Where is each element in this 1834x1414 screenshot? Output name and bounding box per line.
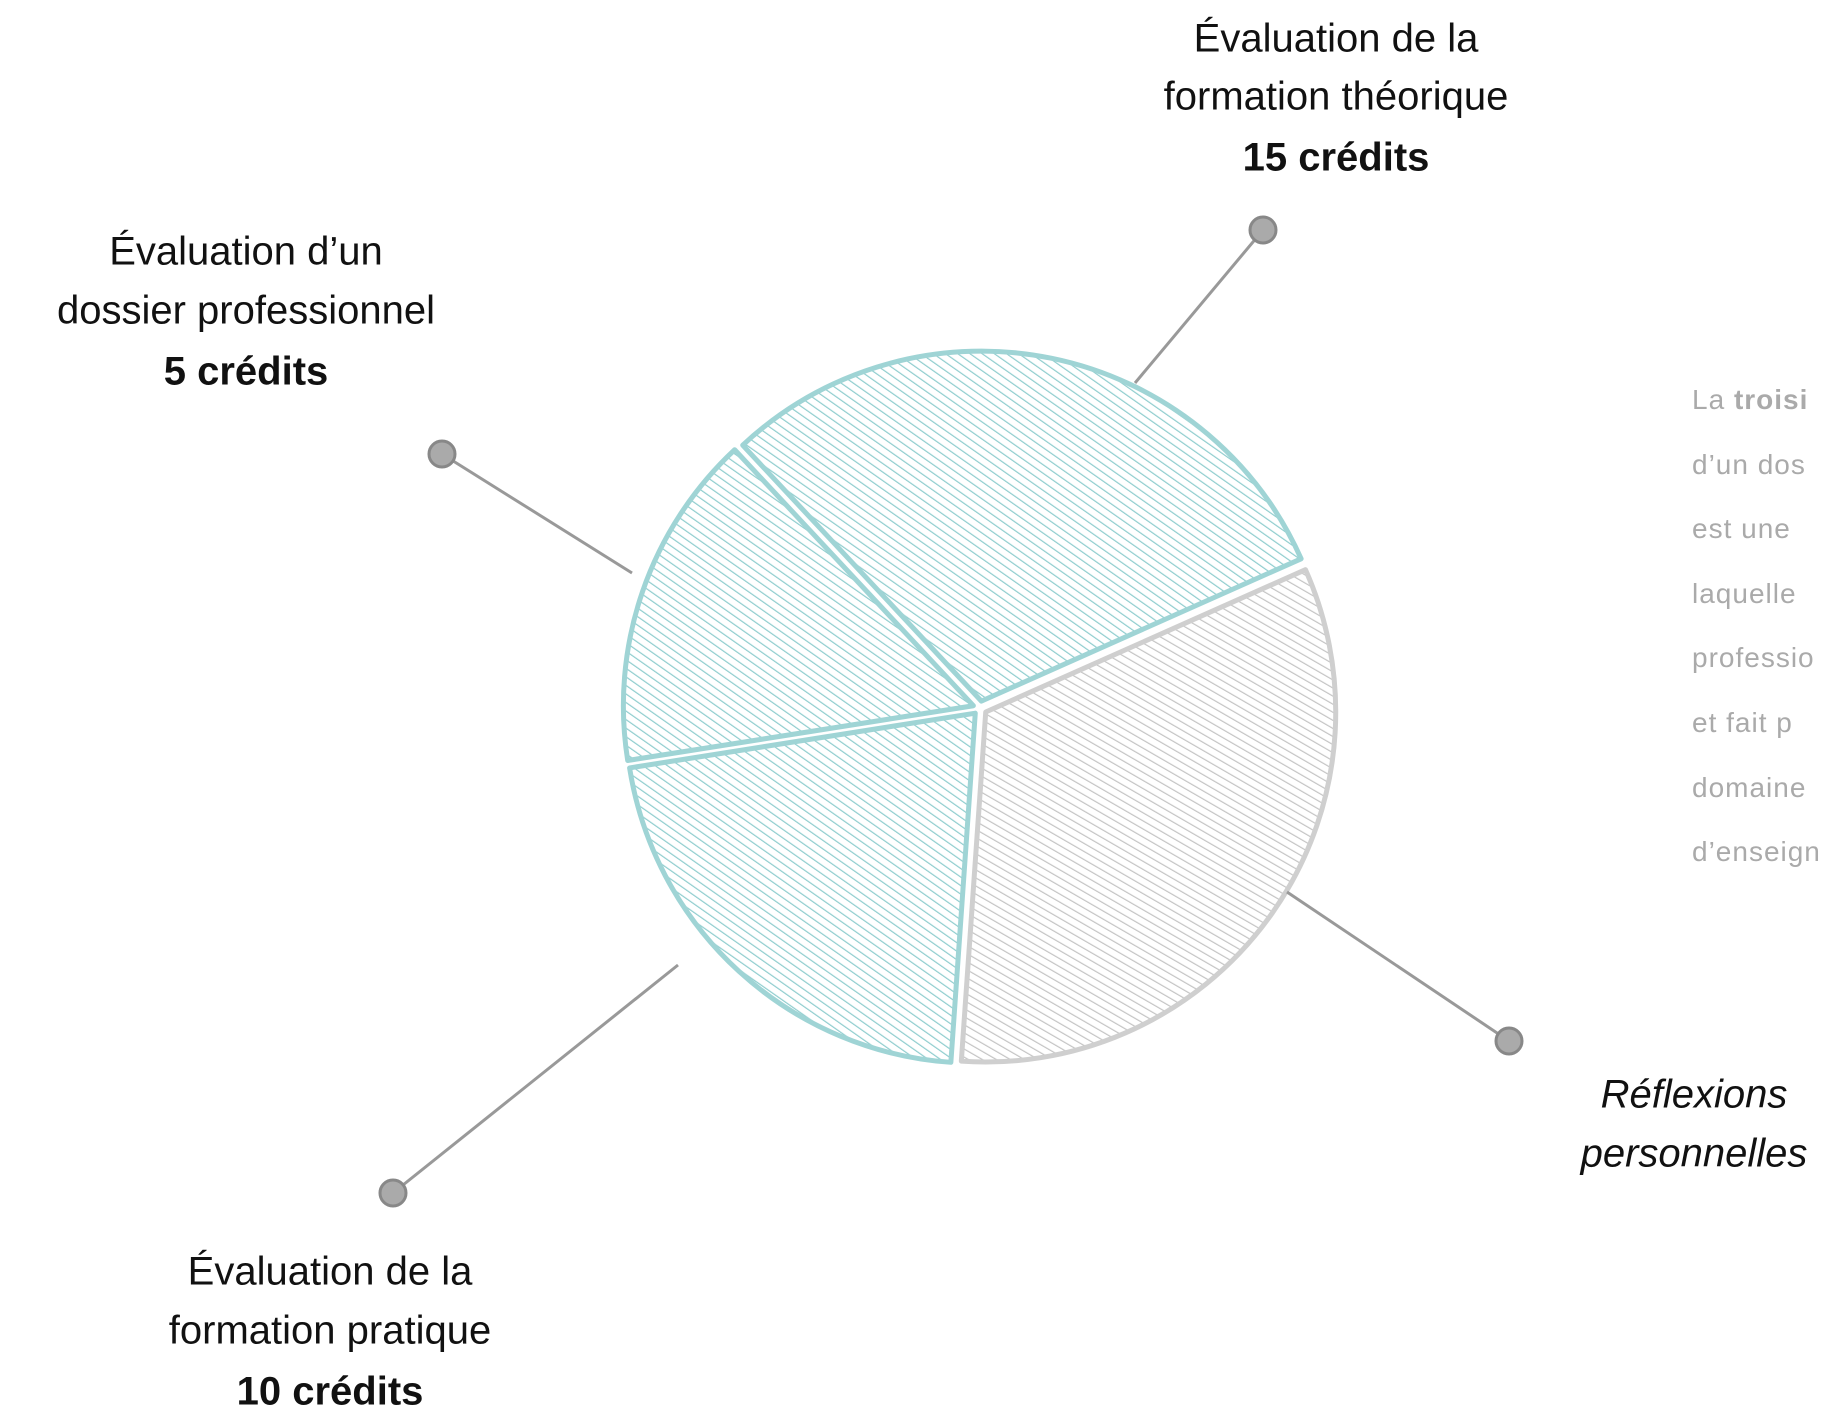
pin-line (1286, 890, 1510, 1043)
pin-head (427, 439, 457, 469)
pin-head (1248, 215, 1278, 245)
label: dossier professionnel (57, 289, 435, 333)
pie-slice (958, 567, 1339, 1065)
pin-line (441, 452, 633, 575)
label: formation pratique (169, 1309, 491, 1353)
paragraph-line: est une (1692, 513, 1791, 545)
label: personnelles (1580, 1132, 1808, 1176)
pie (620, 348, 1339, 1065)
pin-head (378, 1178, 408, 1208)
pie-slice (620, 447, 976, 763)
credits: 5 crédits (164, 350, 329, 394)
pin-line (392, 963, 679, 1195)
pin-head (1494, 1026, 1524, 1056)
label: Réflexions (1601, 1073, 1788, 1117)
label: Évaluation de la (1194, 16, 1479, 61)
credits: 15 crédits (1243, 136, 1430, 180)
bold-text: troisi (1733, 384, 1809, 415)
credits: 10 crédits (237, 1370, 424, 1414)
pie-slice (740, 348, 1304, 704)
pin-line (1133, 229, 1265, 384)
label: Évaluation d’un (109, 229, 383, 274)
paragraph: La troisi d’un dos est une laquelle prof… (1692, 380, 1834, 897)
label: formation théorique (1164, 75, 1509, 119)
paragraph-line: La troisi (1692, 380, 1834, 445)
text: La (1692, 384, 1726, 415)
pie-slice (627, 710, 978, 1065)
paragraph-line: et fait p (1692, 706, 1793, 738)
paragraph-line: domaine (1692, 771, 1807, 803)
paragraph-line: professio (1692, 642, 1815, 674)
label: Évaluation de la (188, 1249, 473, 1294)
paragraph-line: d’un dos (1692, 448, 1806, 480)
pins (378, 215, 1524, 1208)
paragraph-line: d’enseign (1692, 836, 1821, 868)
paragraph-line: laquelle (1692, 577, 1797, 609)
